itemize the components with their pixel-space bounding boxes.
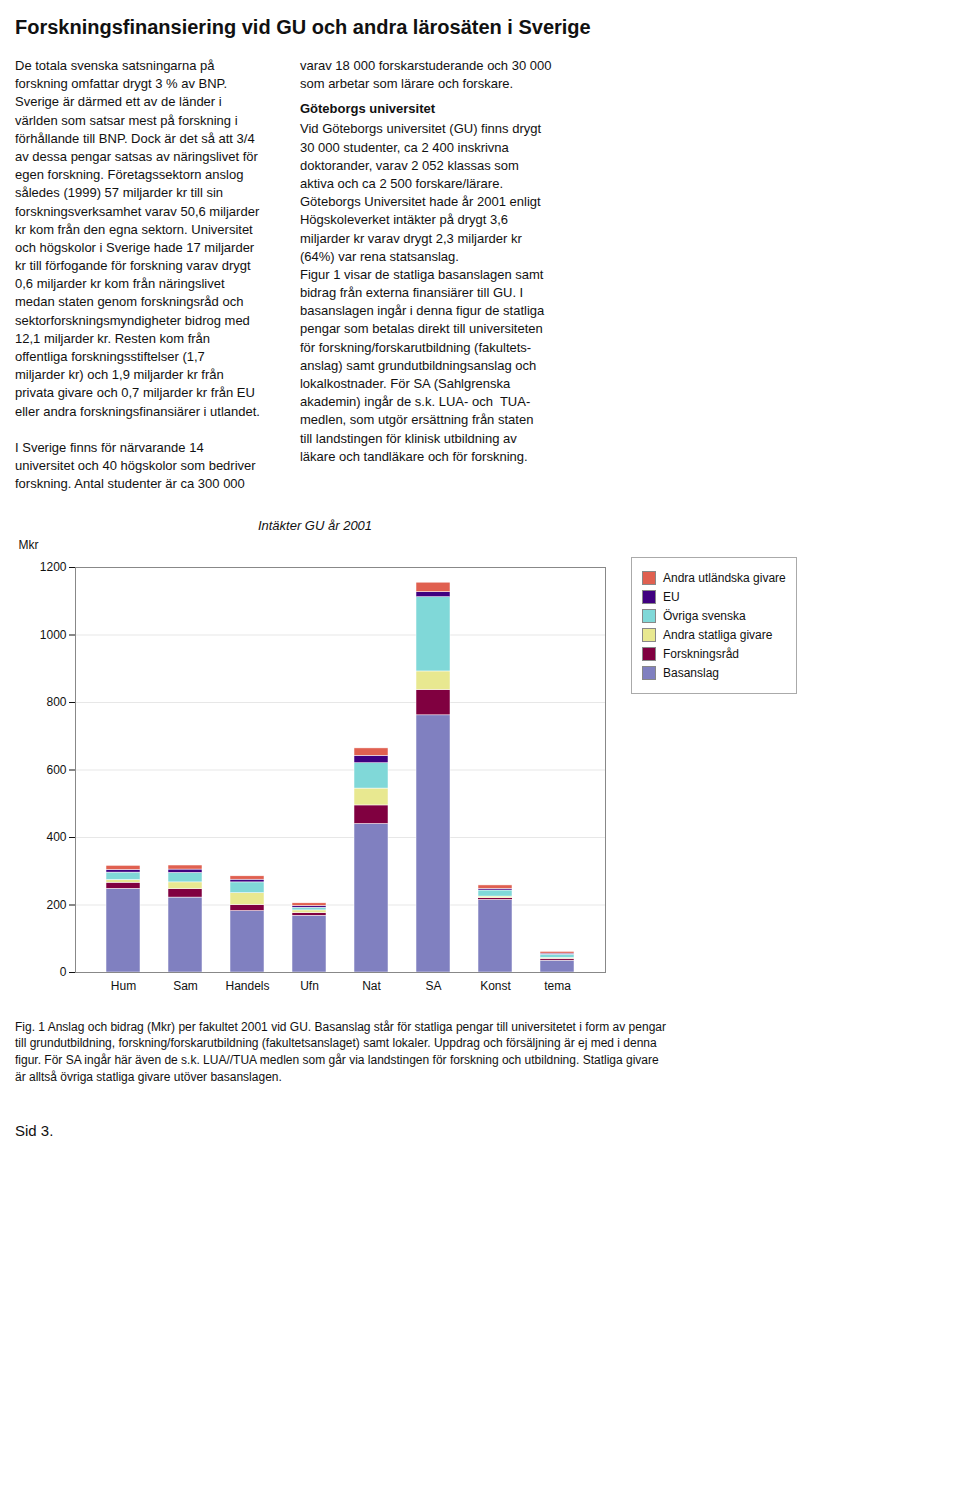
svg-text:Mkr: Mkr — [19, 538, 39, 552]
html-text:Vid Göteborgs universitet (GU): Vid Göteborgs universitet (GU) finns dry… — [300, 121, 545, 464]
html-text:De totala svenska satsningarna: De totala svenska satsningarna på forskn… — [15, 58, 260, 492]
html-text:Fig. 1 Anslag och bidrag (Mkr): Fig. 1 Anslag och bidrag (Mkr) per fakul… — [15, 1019, 666, 1084]
html-text:Forskningsfinansiering vid GU: Forskningsfinansiering vid GU och andra … — [15, 16, 591, 38]
html-text:Sid 3.: Sid 3. — [15, 1121, 54, 1139]
html-text:Forskningsråd: Forskningsråd — [663, 646, 739, 661]
svg-text:1200: 1200 — [40, 560, 67, 574]
svg-text:Handels: Handels — [225, 979, 269, 993]
svg-text:600: 600 — [46, 762, 66, 776]
html-text:Göteborgs universitet: Göteborgs universitet — [300, 101, 435, 117]
svg-text:200: 200 — [46, 897, 66, 911]
svg-text:1000: 1000 — [40, 627, 67, 641]
svg-text:Nat: Nat — [362, 979, 381, 993]
svg-text:Hum: Hum — [111, 979, 136, 993]
svg-text:SA: SA — [425, 979, 441, 993]
svg-text:400: 400 — [46, 830, 66, 844]
html-text:Andra statliga givare: Andra statliga givare — [663, 627, 773, 642]
html-text:EU: EU — [663, 589, 680, 604]
html-text:Basanslag: Basanslag — [663, 665, 719, 680]
html-text:Övriga svenska: Övriga svenska — [663, 608, 746, 623]
svg-text:800: 800 — [46, 695, 66, 709]
svg-text:Sam: Sam — [173, 979, 198, 993]
svg-text:0: 0 — [60, 965, 67, 979]
svg-text:tema: tema — [544, 979, 571, 993]
html-text:Andra utländska givare: Andra utländska givare — [663, 570, 786, 585]
html-text:Intäkter GU år 2001: Intäkter GU år 2001 — [257, 517, 373, 533]
svg-text:Konst: Konst — [480, 979, 511, 993]
html-text:varav 18 000 forskarstuderande: varav 18 000 forskarstuderande och 30 00… — [300, 58, 552, 92]
svg-text:Ufn: Ufn — [300, 979, 319, 993]
